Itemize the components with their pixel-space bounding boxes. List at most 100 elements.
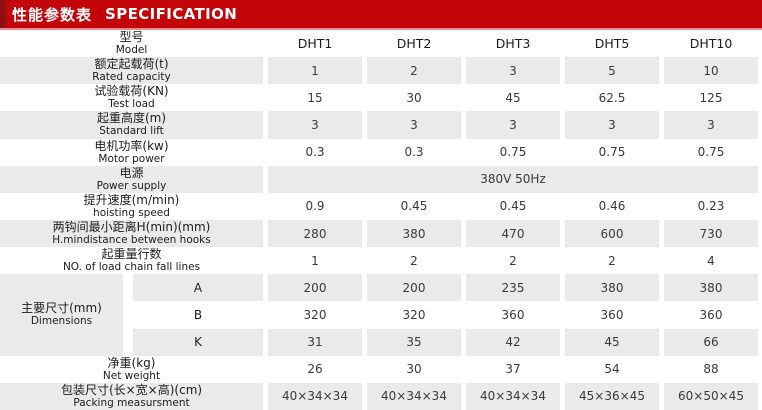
value-cell: 1: [311, 253, 319, 268]
value-cell: 45: [565, 328, 659, 356]
row-label-zh: 试验载荷(KN): [94, 84, 169, 99]
header-left-stripe: [0, 0, 6, 28]
page-title-en: SPECIFICATION: [105, 5, 238, 23]
row-cells: 15 30 45 62.5 125: [268, 84, 758, 111]
value-cell: 2: [367, 57, 461, 85]
model-cell: DHT5: [594, 36, 630, 52]
dimensions-label: 主要尺寸(mm) Dimensions: [0, 274, 123, 356]
spec-row: 试验载荷(KN) Test load 15 30 45 62.5 125: [0, 84, 762, 111]
row-label: 电源 Power supply: [0, 165, 263, 193]
spec-row: 包装尺寸(长×宽×高)(cm) Packing measursment 40×34×…: [0, 382, 762, 410]
value-cell: 320: [303, 307, 327, 322]
row-label-zh: 两钩间最小距离H(min)(mm): [52, 220, 211, 235]
value-cell: 470: [466, 219, 560, 248]
value-cell: 10: [664, 57, 758, 85]
span-value-cell: 380V 50Hz: [268, 165, 758, 193]
value-cell: 37: [505, 362, 521, 377]
value-cell: 200: [367, 274, 461, 302]
row-label-zh: 型号: [119, 30, 144, 45]
row-cells: 0.3 0.3 0.75 0.75 0.75: [268, 139, 758, 166]
value-cell: 0.3: [404, 145, 424, 160]
value-cell: 42: [466, 328, 560, 356]
row-label-zh: 提升速度(m/min): [83, 192, 180, 207]
row-label-zh: 电机功率(kw): [94, 138, 169, 153]
spec-row: 提升速度(m/min) hoisting speed 0.9 0.45 0.45 0.46…: [0, 193, 762, 220]
spec-row: 电源 Power supply 380V 50Hz: [0, 165, 762, 193]
value-cell: 40×34×34: [466, 382, 560, 410]
value-cell: 66: [664, 328, 758, 356]
model-cell: DHT10: [689, 36, 733, 52]
value-cell: 380: [367, 219, 461, 248]
value-cell: 4: [707, 253, 715, 268]
row-label: 电机功率(kw) Motor power: [0, 139, 263, 166]
dimension-row-K: K 31 35 42 45 66: [123, 328, 762, 356]
value-cell: 0.75: [499, 145, 527, 160]
value-cell: 40×34×34: [367, 382, 461, 410]
value-cell: 0.75: [697, 145, 725, 160]
row-label: 提升速度(m/min) hoisting speed: [0, 193, 263, 220]
value-cell: 31: [268, 328, 362, 356]
value-cell: 62.5: [598, 90, 626, 105]
value-cell: 3: [268, 111, 362, 139]
row-label-en: hoisting speed: [93, 206, 170, 219]
row-cells: 280 380 470 600 730: [268, 219, 758, 248]
value-cell: 0.45: [400, 199, 428, 214]
spec-row: 额定起载荷(t) Rated capacity 1 2 3 5 10: [0, 57, 762, 85]
row-label-en: Standard lift: [99, 125, 164, 138]
row-cells: 1 2 3 5 10: [268, 57, 758, 85]
row-label-en: Rated capacity: [92, 71, 171, 84]
row-cells: 0.9 0.45 0.45 0.46 0.23: [268, 193, 758, 220]
row-label: 试验载荷(KN) Test load: [0, 84, 263, 111]
value-cell: 200: [268, 274, 362, 302]
value-cell: 54: [604, 362, 620, 377]
row-label-en: Packing measursment: [73, 396, 190, 409]
value-cell: 125: [699, 90, 723, 105]
row-cells: 31 35 42 45 66: [268, 328, 758, 356]
spec-row: 两钩间最小距离H(min)(mm) H.mindistance between h…: [0, 219, 762, 248]
row-label: 额定起载荷(t) Rated capacity: [0, 57, 263, 85]
value-cell: 0.23: [697, 199, 725, 214]
value-cell: 2: [608, 253, 616, 268]
value-cell: 60×50×45: [664, 382, 758, 410]
row-label-zh: 起重量行数: [101, 247, 162, 262]
row-cells: 1 2 2 2 4: [268, 247, 758, 274]
spec-row: 净重(kg) Net weight 26 30 37 54 88: [0, 356, 762, 383]
value-cell: 35: [367, 328, 461, 356]
value-cell: 0.75: [598, 145, 626, 160]
value-cell: 3: [466, 57, 560, 85]
page-title-zh: 性能参数表: [12, 5, 93, 24]
row-label-zh: 起重高度(m): [96, 111, 167, 126]
value-cell: 360: [501, 307, 525, 322]
row-label-zh: 电源: [119, 165, 144, 180]
row-label-en: H.mindistance between hooks: [52, 234, 211, 247]
row-label-zh: 额定起载荷(t): [94, 57, 169, 72]
row-cells: 200 200 235 380 380: [268, 274, 758, 302]
model-cell: DHT3: [495, 36, 531, 52]
value-cell: 380: [565, 274, 659, 302]
spec-table: 型号 Model DHT1 DHT2 DHT3 DHT5 DHT10 额定起载荷(t) Rate…: [0, 30, 762, 410]
row-label-en: Net weight: [102, 369, 161, 382]
value-cell: 30: [406, 362, 422, 377]
dimensions-group: 主要尺寸(mm) Dimensions A 200 200 235 380 380 B 320 32…: [0, 274, 762, 356]
row-cells: DHT1 DHT2 DHT3 DHT5 DHT10: [268, 30, 758, 57]
header-bar: 性能参数表 SPECIFICATION: [0, 0, 762, 30]
value-cell: 3: [664, 111, 758, 139]
value-cell: 320: [402, 307, 426, 322]
row-cells: 380V 50Hz: [268, 165, 758, 193]
value-cell: 600: [565, 219, 659, 248]
value-cell: 360: [600, 307, 624, 322]
row-label-en: Power supply: [96, 179, 167, 192]
row-label-zh: 净重(kg): [107, 355, 156, 370]
row-label-en: Model: [115, 44, 148, 57]
value-cell: 235: [466, 274, 560, 302]
row-label-en: Test load: [108, 98, 155, 111]
value-cell: 2: [410, 253, 418, 268]
model-header-row: 型号 Model DHT1 DHT2 DHT3 DHT5 DHT10: [0, 30, 762, 57]
spec-row: 起重高度(m) Standard lift 3 3 3 3 3: [0, 111, 762, 139]
row-cells: 40×34×34 40×34×34 40×34×34 45×36×45 60×50×45: [268, 382, 758, 410]
value-cell: 15: [307, 90, 323, 105]
value-cell: 3: [565, 111, 659, 139]
value-cell: 730: [664, 219, 758, 248]
